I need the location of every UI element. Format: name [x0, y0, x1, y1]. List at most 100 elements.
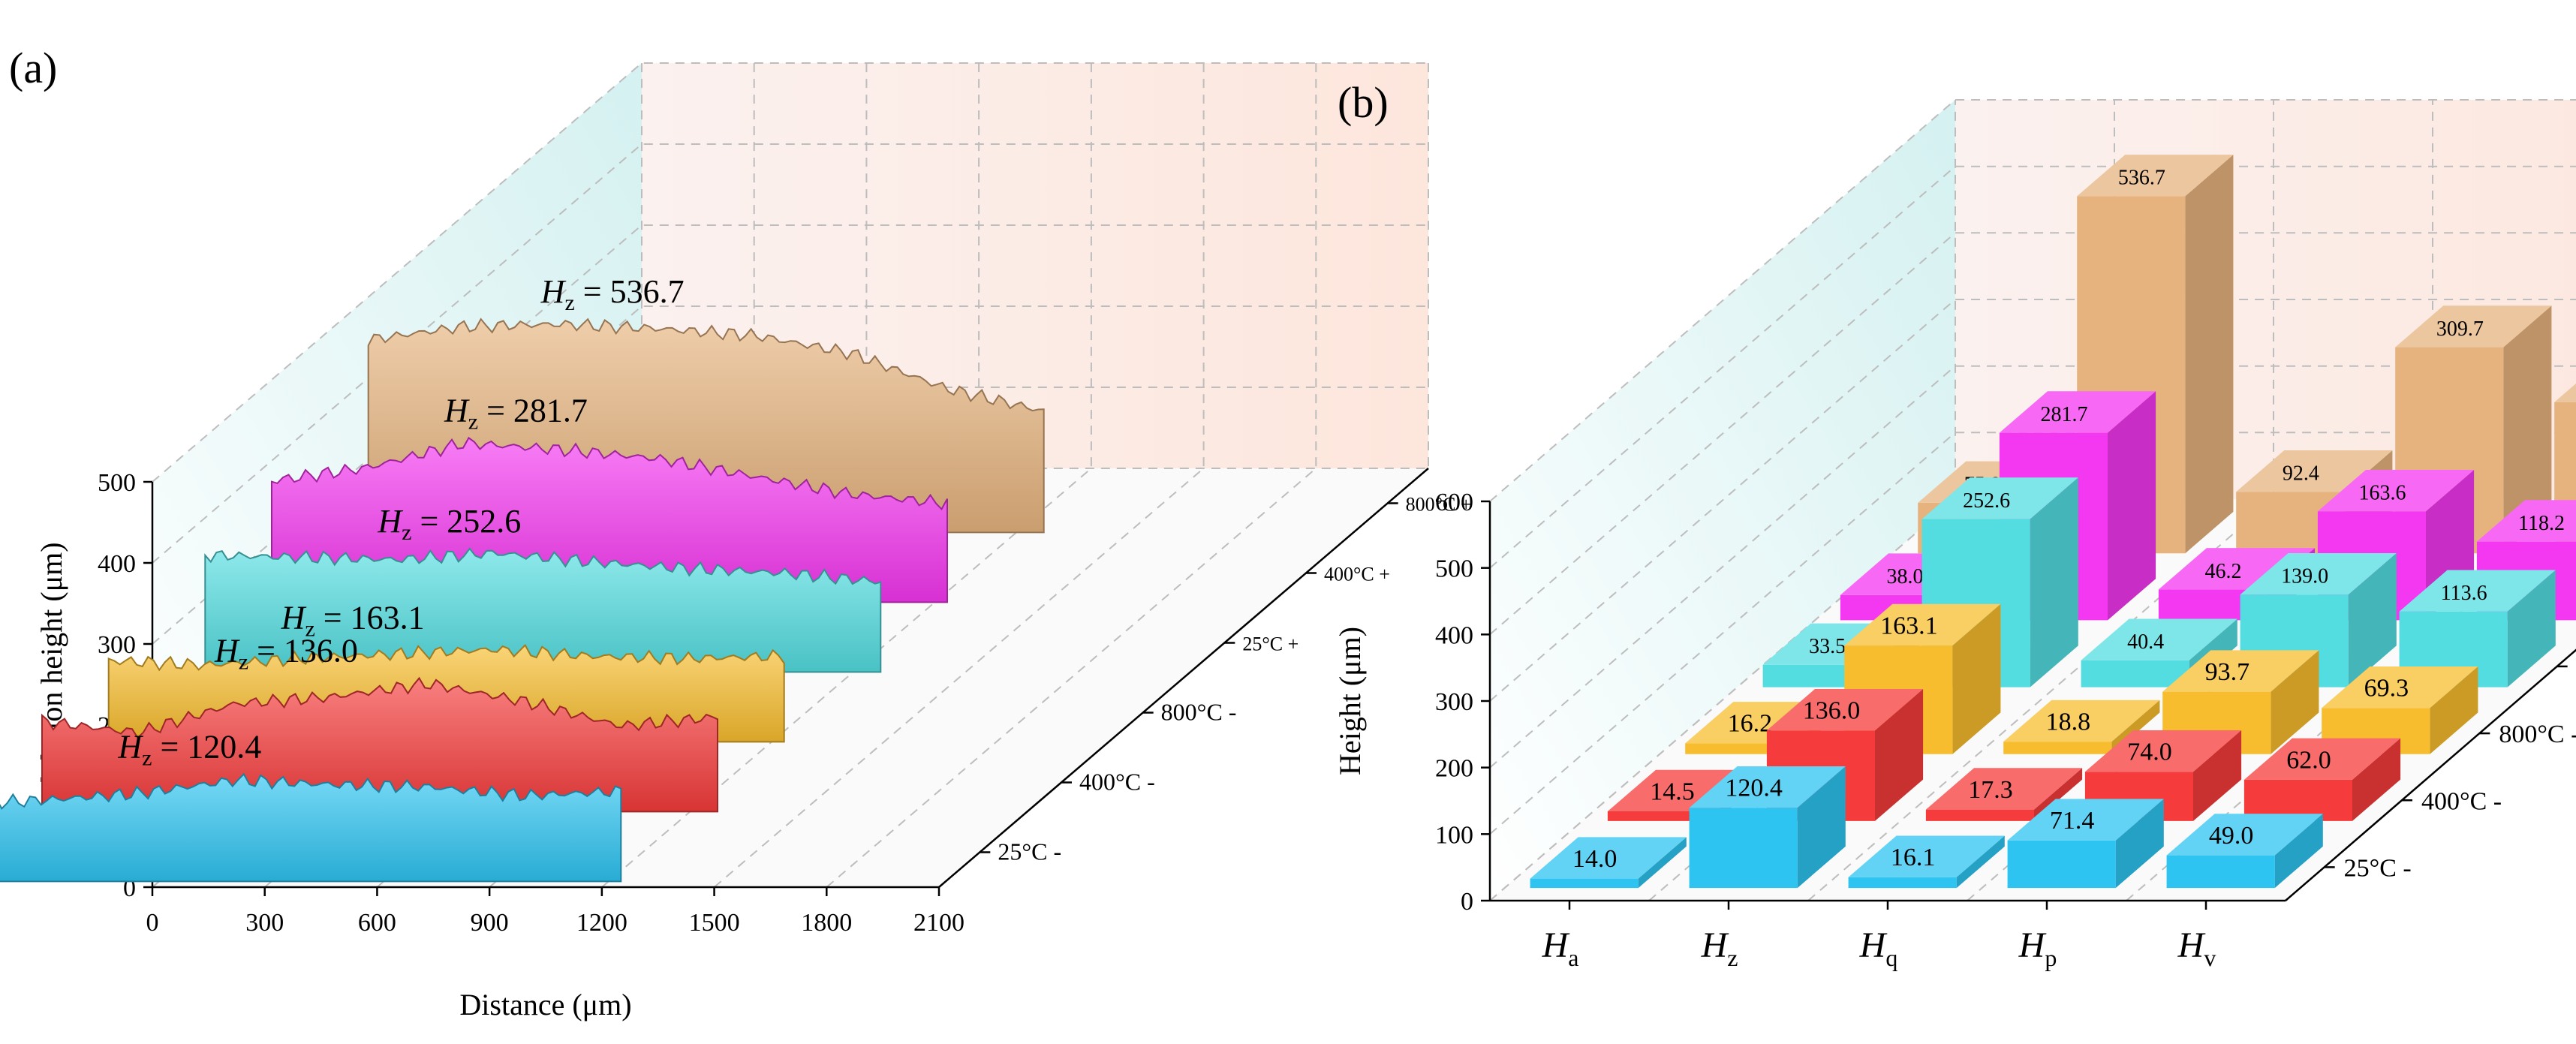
- bar-top-face: [2395, 305, 2552, 347]
- bar-front-face: [1689, 808, 1798, 889]
- bar-side-face: [1875, 689, 1924, 821]
- bar-Hz-25-C-: 120.4: [1689, 766, 1846, 889]
- bar-front-face: [2243, 779, 2352, 821]
- bar-top-face: [2003, 700, 2160, 742]
- x-tick-label: 0: [146, 909, 159, 937]
- panel-a-plot: 0 300 600 900 1200 1500 1800 2100 0 100 200 300 400 5…: [0, 62, 1472, 1021]
- y-tick-label: 200: [1435, 755, 1473, 783]
- bar-side-face: [1952, 603, 2001, 754]
- bar-side-face: [2352, 738, 2401, 821]
- y-tick-label: 600: [1435, 489, 1473, 516]
- bar-Hq-400-C-: 17.3: [1925, 768, 2083, 821]
- bar-top-face: [2007, 799, 2164, 841]
- bar-top-face: [1844, 603, 2001, 646]
- bar-data-label: 16.1: [1891, 844, 1936, 871]
- bar-data-label: 252.6: [1963, 489, 2010, 513]
- bar-data-label: 139.0: [2281, 565, 2328, 588]
- depth-category-label: 800°C +: [1406, 494, 1472, 516]
- bar-side-face: [2430, 666, 2478, 754]
- bar-front-face: [2007, 840, 2116, 889]
- grid-line: [152, 62, 1428, 483]
- bar-side-face: [2503, 305, 2552, 554]
- bar-top-face: [2077, 155, 2234, 197]
- bar-data-label: 49.0: [2209, 822, 2254, 850]
- y-tick-label: 300: [98, 631, 136, 659]
- bar-data-label: 92.4: [2283, 462, 2319, 486]
- bar-front-face: [1762, 664, 1871, 687]
- grid-line: [152, 468, 1428, 888]
- bar-data-label: 18.8: [2046, 708, 2091, 736]
- grid-line: [152, 143, 1428, 564]
- bar-front-face: [2158, 589, 2267, 621]
- x-tick-label: 1200: [576, 909, 627, 937]
- depth-category-label: 800°C -: [2499, 721, 2576, 748]
- y-tick-label: 400: [1435, 621, 1473, 649]
- panel-b-label: (b): [1338, 78, 1389, 127]
- bar-side-face: [2185, 155, 2234, 554]
- ribbon-400-C-: [41, 676, 718, 813]
- x-tick-label: 1500: [689, 909, 740, 937]
- bar-side-face: [2115, 799, 2164, 889]
- bar-data-label: 46.2: [2205, 560, 2242, 583]
- x-tick-label: 2100: [913, 909, 964, 937]
- category-subscript: v: [2204, 944, 2216, 971]
- annotation-value: = 281.7: [478, 392, 588, 429]
- y-tick-label: 0: [1461, 888, 1473, 916]
- bar-side-face: [1797, 766, 1846, 889]
- bar-Ha-25-C-: 14.0: [1530, 837, 1687, 889]
- bar-top-face: [2240, 553, 2397, 595]
- grid-line: [152, 387, 1428, 807]
- bar-data-label: 281.7: [2041, 403, 2088, 426]
- bar-front-face: [1848, 877, 1957, 889]
- grid-line: [489, 63, 980, 888]
- bar-top-face: [1530, 837, 1687, 879]
- annotation-value: = 120.4: [152, 728, 261, 765]
- bar-top-face: [2399, 570, 2556, 612]
- bar-data-label: 74.0: [2127, 739, 2172, 766]
- bar-data-label: 120.4: [1725, 775, 1783, 802]
- y-tick-label: 500: [1435, 555, 1473, 583]
- depth-category-label: 400°C -: [1079, 769, 1155, 796]
- bar-data-label: 163.1: [1880, 612, 1938, 639]
- grid-line: [152, 224, 1428, 645]
- depth-category-label: 25°C -: [2344, 854, 2412, 882]
- x-tick-label: 600: [358, 909, 396, 937]
- bar-side-face: [2108, 391, 2156, 621]
- bar-data-label: 93.7: [2205, 658, 2250, 686]
- ribbon-annotation: Hz = 136.0: [214, 633, 358, 675]
- bar-data-label: 14.5: [1650, 778, 1695, 805]
- bar-front-face: [2166, 855, 2275, 889]
- bar-side-face: [2348, 553, 2397, 687]
- bar-Hv-25-C-: 113.6: [2399, 570, 2556, 687]
- annotation-value: = 163.1: [315, 600, 425, 636]
- annotation-subscript: z: [468, 409, 478, 434]
- bar-data-label: 118.2: [2518, 512, 2565, 535]
- bar-Hq-25-C-: 16.1: [1848, 835, 2005, 889]
- panel-b-height-bar-chart: (b) 0 100 200 300 400 500 600 Height (μm) Ha Hz Hq…: [1333, 78, 2576, 971]
- bar-Hv-400-C-: 62.0: [2243, 738, 2401, 821]
- category-subscript: p: [2045, 944, 2057, 971]
- x-axis-title: Distance (μm): [459, 988, 631, 1021]
- bar-data-label: 136.0: [1803, 697, 1861, 725]
- category-subscript: a: [1568, 944, 1578, 971]
- bar-side-face: [2507, 570, 2556, 687]
- category-label: Ha: [1542, 925, 1579, 971]
- depth-category-label: 800°C -: [1161, 699, 1237, 726]
- bar-side-face: [2271, 650, 2319, 754]
- y-tick-label: 500: [98, 469, 136, 497]
- ribbon-annotation: Hz = 252.6: [377, 503, 521, 545]
- grid-line: [826, 63, 1317, 888]
- x-tick-label: 1800: [801, 909, 852, 937]
- grid-line: [264, 63, 755, 888]
- annotation-subscript: z: [239, 650, 248, 675]
- x-tick-label: 900: [471, 909, 509, 937]
- bar-top-face: [2317, 470, 2475, 512]
- bar-Hp-800-C-: 309.7: [2395, 305, 2552, 554]
- bar-data-label: 309.7: [2436, 317, 2484, 341]
- annotation-subscript: z: [402, 520, 411, 545]
- ribbon-annotation: Hz = 281.7: [444, 392, 588, 434]
- x-tick-label: 300: [245, 909, 284, 937]
- y-tick-label: 100: [1435, 821, 1473, 849]
- ribbon-annotation: Hz = 536.7: [540, 273, 685, 315]
